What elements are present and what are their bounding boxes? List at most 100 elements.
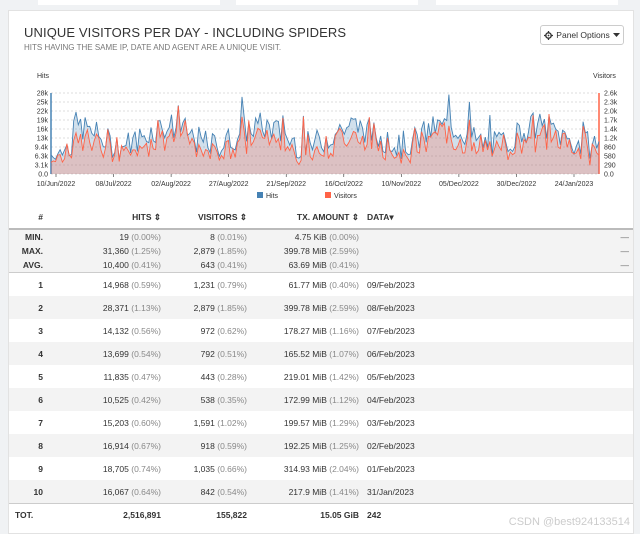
visitors-table: # HITS ⇕ VISITORS ⇕ TX. AMOUNT ⇕ DATA▾ M…	[9, 206, 633, 526]
summary-label: MIN.	[9, 229, 57, 244]
table-row[interactable]: 8 16,914 (0.67%) 918 (0.59%) 192.25 MiB (1.…	[9, 434, 633, 457]
visitors-panel: UNIQUE VISITORS PER DAY - INCLUDING SPID…	[8, 10, 634, 534]
row-hits: 16,914 (0.67%)	[57, 434, 165, 457]
legend-hits-label: Hits	[266, 193, 279, 200]
table-row[interactable]: 9 18,705 (0.74%) 1,035 (0.66%) 314.93 MiB (…	[9, 457, 633, 480]
row-visitors-pct: (0.35%)	[217, 394, 247, 405]
row-visitors-pct: (1.02%)	[217, 417, 247, 428]
x-tick-label: 21/Sep/2022	[266, 181, 306, 188]
col-tx-header[interactable]: TX. AMOUNT ⇕	[251, 206, 363, 229]
row-visitors-value: 2,879	[193, 302, 215, 313]
row-date: 06/Feb/2023	[363, 342, 633, 365]
row-tx-value: 219.01 MiB	[283, 371, 327, 382]
table-row[interactable]: 10 16,067 (0.64%) 842 (0.54%) 217.9 MiB (1.…	[9, 480, 633, 504]
row-hits-pct: (0.64%)	[131, 486, 161, 497]
col-hits-header[interactable]: HITS ⇕	[57, 206, 165, 229]
row-tx-pct: (2.04%)	[329, 463, 359, 474]
table-row[interactable]: 2 28,371 (1.13%) 2,879 (1.85%) 399.78 MiB (…	[9, 296, 633, 319]
row-date: 03/Feb/2023	[367, 417, 415, 428]
table-row[interactable]: 6 10,525 (0.42%) 538 (0.35%) 172.99 MiB (1.…	[9, 388, 633, 411]
left-tick-label: 9.4k	[35, 145, 49, 152]
row-hits: 18,705 (0.74%)	[57, 457, 165, 480]
row-tx: 314.93 MiB (2.04%)	[251, 457, 363, 480]
row-visitors-pct: (0.62%)	[217, 325, 247, 336]
table-row[interactable]: 5 11,835 (0.47%) 443 (0.28%) 219.01 MiB (1.…	[9, 365, 633, 388]
row-date: 07/Feb/2023	[367, 325, 415, 336]
row-rank: 7	[38, 417, 43, 428]
row-visitors: 538 (0.35%)	[165, 388, 251, 411]
row-hits: 11,835 (0.47%)	[57, 365, 165, 388]
row-visitors: 443 (0.28%)	[165, 365, 251, 388]
x-tick-label: 08/Jul/2022	[95, 181, 131, 188]
right-tick-label: 860	[604, 145, 616, 152]
x-tick-label: 27/Aug/2022	[209, 181, 249, 188]
summary-tx-value: 4.75 KiB	[294, 232, 327, 242]
sort-icon: ⇕	[351, 211, 359, 222]
summary-tx-value: 399.78 MiB	[283, 246, 327, 256]
row-hits: 16,067 (0.64%)	[57, 480, 165, 504]
row-rank: 10	[9, 480, 57, 504]
table-row[interactable]: 4 13,699 (0.54%) 792 (0.51%) 165.52 MiB (1.…	[9, 342, 633, 365]
row-visitors-value: 792	[200, 348, 215, 359]
row-visitors-pct: (0.66%)	[217, 463, 247, 474]
row-tx-pct: (1.07%)	[329, 348, 359, 359]
caret-down-icon	[612, 32, 620, 37]
row-hits-value: 13,699	[102, 348, 129, 359]
row-hits: 10,525 (0.42%)	[57, 388, 165, 411]
row-rank: 8	[9, 434, 57, 457]
total-tx: 15.05 GiB	[251, 503, 363, 526]
row-date: 31/Jan/2023	[363, 480, 633, 504]
col-data-header[interactable]: DATA▾	[363, 206, 633, 229]
summary-hits-value: 31,360	[102, 246, 129, 256]
row-hits-value: 28,371	[102, 302, 129, 313]
right-tick-label: 2.3k	[604, 100, 618, 107]
right-tick-label: 2.0k	[604, 109, 618, 116]
panel-title: UNIQUE VISITORS PER DAY - INCLUDING SPID…	[24, 25, 347, 40]
summary-tx: 4.75 KiB (0.00%)	[251, 229, 363, 244]
row-hits-pct: (0.67%)	[131, 440, 161, 451]
left-tick-label: 28k	[37, 91, 49, 98]
row-hits: 13,699 (0.54%)	[57, 342, 165, 365]
row-visitors-value: 842	[200, 486, 215, 497]
summary-visitors: 643 (0.41%)	[165, 258, 251, 273]
row-tx: 172.99 MiB (1.12%)	[251, 388, 363, 411]
summary-hits-pct: (1.25%)	[131, 246, 161, 256]
right-tick-label: 580	[604, 154, 616, 161]
table-row[interactable]: 3 14,132 (0.56%) 972 (0.62%) 178.27 MiB (1.…	[9, 319, 633, 342]
summary-visitors-value: 643	[200, 260, 215, 270]
total-visitors: 155,822	[165, 503, 251, 526]
panel-options-label: Panel Options	[556, 30, 610, 40]
row-tx-value: 178.27 MiB	[283, 325, 327, 336]
visitors-series-line	[50, 105, 600, 166]
visitors-table-wrap: # HITS ⇕ VISITORS ⇕ TX. AMOUNT ⇕ DATA▾ M…	[9, 206, 633, 526]
row-visitors: 1,231 (0.79%)	[165, 273, 251, 297]
row-visitors-pct: (0.59%)	[217, 440, 247, 451]
row-visitors: 792 (0.51%)	[165, 342, 251, 365]
left-tick-label: 6.3k	[35, 154, 49, 161]
summary-row: MIN. 19 (0.00%) 8 (0.01%) 4.75 KiB (0.00%) —	[9, 229, 633, 244]
row-date: 01/Feb/2023	[367, 463, 415, 474]
row-hits-value: 14,968	[102, 279, 129, 290]
left-tick-label: 25k	[37, 100, 49, 107]
row-tx: 199.57 MiB (1.29%)	[251, 411, 363, 434]
row-hits-value: 18,705	[102, 463, 129, 474]
row-rank: 1	[38, 279, 43, 290]
table-row[interactable]: 7 15,203 (0.60%) 1,591 (1.02%) 199.57 MiB (…	[9, 411, 633, 434]
row-visitors-pct: (0.54%)	[217, 486, 247, 497]
table-row[interactable]: 1 14,968 (0.59%) 1,231 (0.79%) 61.77 MiB (0…	[9, 273, 633, 297]
summary-visitors-value: 8	[210, 232, 215, 242]
summary-hits-value: 10,400	[102, 260, 129, 270]
legend-visitors-label: Visitors	[334, 193, 357, 200]
summary-visitors: 2,879 (1.85%)	[165, 244, 251, 258]
panel-options-button[interactable]: Panel Options	[540, 25, 624, 45]
visitors-chart: Hits Visitors 28k 2.6k 25k 2.3k 22k 2.0k 19k 1.7k…	[35, 73, 618, 200]
row-visitors: 972 (0.62%)	[165, 319, 251, 342]
row-tx-pct: (1.12%)	[329, 394, 359, 405]
summary-visitors-value: 2,879	[193, 246, 215, 256]
row-visitors-pct: (1.85%)	[217, 302, 247, 313]
row-rank: 4	[9, 342, 57, 365]
col-visitors-header[interactable]: VISITORS ⇕	[165, 206, 251, 229]
right-tick-label: 2.6k	[604, 91, 618, 98]
col-rank-header[interactable]: #	[38, 212, 43, 222]
row-visitors-value: 538	[200, 394, 215, 405]
